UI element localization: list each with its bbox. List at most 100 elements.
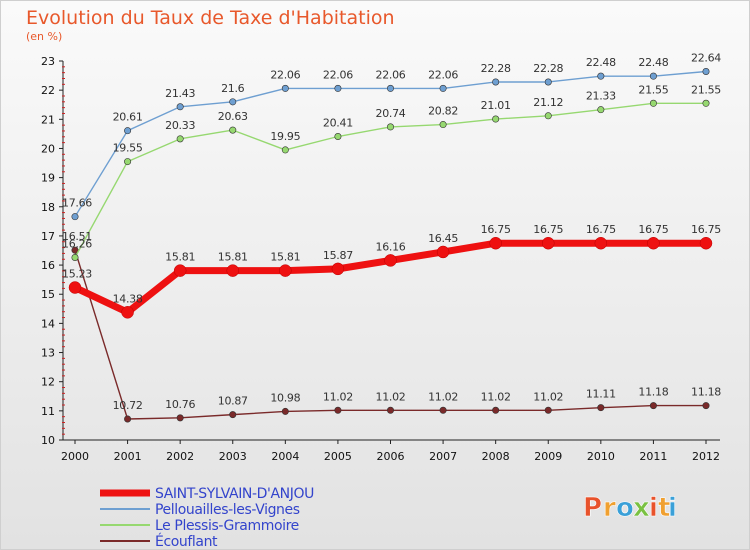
data-point bbox=[649, 72, 657, 80]
data-point bbox=[647, 236, 660, 250]
data-point bbox=[386, 84, 394, 92]
data-point bbox=[279, 264, 292, 277]
data-label: 20.33 bbox=[165, 119, 195, 132]
data-label: 20.82 bbox=[428, 105, 458, 118]
data-point bbox=[544, 78, 552, 86]
data-label: 11.02 bbox=[428, 390, 458, 403]
y-tick-label: 20 bbox=[41, 142, 55, 155]
data-label: 22.48 bbox=[586, 56, 616, 69]
data-label: 16.75 bbox=[533, 223, 563, 236]
y-tick-label: 12 bbox=[41, 376, 55, 389]
logo-letter: P bbox=[583, 493, 602, 523]
x-tick-label: 2011 bbox=[639, 450, 667, 463]
data-point bbox=[597, 404, 605, 412]
data-point bbox=[649, 99, 657, 107]
data-point bbox=[492, 406, 500, 414]
logo-letter: x bbox=[633, 493, 650, 523]
x-tick-label: 2002 bbox=[166, 450, 194, 463]
x-tick-label: 2006 bbox=[377, 450, 405, 463]
x-tick-label: 2004 bbox=[271, 450, 299, 463]
x-tick-label: 2007 bbox=[429, 450, 457, 463]
data-label: 22.06 bbox=[376, 68, 406, 81]
data-point bbox=[281, 146, 289, 154]
data-point bbox=[173, 264, 187, 277]
data-point bbox=[594, 236, 608, 250]
data-label: 21.55 bbox=[691, 83, 721, 96]
data-label: 20.61 bbox=[113, 111, 143, 124]
data-label: 10.76 bbox=[165, 398, 195, 411]
data-point bbox=[68, 281, 82, 294]
x-tick-label: 2003 bbox=[219, 450, 247, 463]
y-tick-label: 23 bbox=[41, 55, 55, 68]
y-tick-label: 19 bbox=[41, 172, 55, 185]
data-label: 17.66 bbox=[62, 197, 92, 210]
data-point bbox=[281, 407, 289, 415]
data-label: 22.64 bbox=[691, 51, 721, 64]
data-label: 10.98 bbox=[270, 391, 300, 404]
x-tick-label: 2009 bbox=[534, 450, 562, 463]
y-tick-label: 21 bbox=[41, 113, 55, 126]
data-label: 11.02 bbox=[376, 390, 406, 403]
data-label: 22.48 bbox=[638, 56, 668, 69]
data-label: 22.28 bbox=[533, 62, 563, 75]
data-point bbox=[386, 123, 394, 131]
data-point bbox=[492, 78, 500, 86]
data-label: 11.02 bbox=[323, 390, 353, 403]
y-tick-label: 18 bbox=[41, 201, 55, 214]
data-label: 16.75 bbox=[586, 223, 616, 236]
data-label: 20.74 bbox=[376, 107, 406, 120]
data-point bbox=[331, 262, 345, 276]
y-tick-label: 17 bbox=[41, 230, 55, 243]
data-label: 15.81 bbox=[218, 251, 248, 264]
data-label: 15.87 bbox=[323, 249, 353, 262]
data-label: 22.06 bbox=[270, 68, 300, 81]
logo-letter: t bbox=[658, 493, 670, 523]
data-point bbox=[439, 121, 447, 129]
data-point bbox=[702, 99, 710, 107]
data-point bbox=[544, 406, 552, 414]
data-point bbox=[439, 84, 447, 92]
x-tick-label: 2000 bbox=[61, 450, 89, 463]
data-label: 16.75 bbox=[638, 223, 668, 236]
data-point bbox=[489, 236, 502, 250]
data-label: 11.11 bbox=[586, 388, 616, 401]
data-point bbox=[334, 406, 342, 414]
data-label: 16.26 bbox=[62, 237, 92, 250]
data-point bbox=[597, 106, 605, 114]
data-label: 22.28 bbox=[481, 62, 511, 75]
logo-letter: r bbox=[603, 493, 616, 523]
data-point bbox=[229, 98, 237, 106]
logo-letter: o bbox=[616, 493, 634, 523]
data-label: 22.06 bbox=[323, 68, 353, 81]
data-label: 21.01 bbox=[481, 99, 511, 112]
data-point bbox=[649, 402, 657, 410]
data-point bbox=[702, 67, 710, 75]
data-label: 19.55 bbox=[113, 142, 143, 155]
data-point bbox=[229, 126, 237, 134]
legend: SAINT-SYLVAIN-D'ANJOUPellouailles-les-Vi… bbox=[100, 486, 314, 550]
axes: 10 11 12 13 14 15 16 17 18 19 20 21 22 23 2000 2001 2002… bbox=[41, 55, 720, 463]
y-tick-label: 16 bbox=[41, 259, 55, 272]
data-label: 11.02 bbox=[533, 390, 563, 403]
legend-label-1: Pellouailles-les-Vignes bbox=[155, 502, 300, 518]
data-label: 20.41 bbox=[323, 117, 353, 130]
data-point bbox=[492, 115, 500, 123]
data-label: 16.75 bbox=[481, 223, 511, 236]
data-point bbox=[386, 406, 394, 414]
data-label: 16.45 bbox=[428, 232, 458, 245]
data-point bbox=[124, 127, 132, 135]
x-tick-label: 2001 bbox=[114, 450, 142, 463]
data-point bbox=[176, 135, 184, 143]
y-tick-label: 11 bbox=[41, 405, 55, 418]
data-label: 15.81 bbox=[165, 251, 195, 264]
data-label: 16.51 bbox=[62, 230, 92, 243]
legend-label-2: Le Plessis-Grammoire bbox=[155, 518, 299, 534]
data-point bbox=[226, 264, 239, 277]
y-tick-label: 14 bbox=[41, 317, 55, 330]
legend-label-0: SAINT-SYLVAIN-D'ANJOU bbox=[155, 486, 314, 502]
legend-label-3: Écouflant bbox=[155, 533, 218, 550]
data-label: 11.18 bbox=[691, 386, 721, 399]
